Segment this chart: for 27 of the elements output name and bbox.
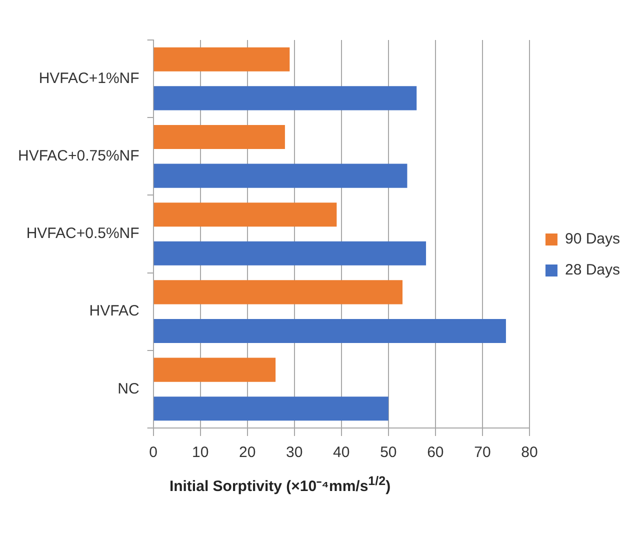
- y-tick-label: HVFAC+0.5%NF: [26, 225, 140, 242]
- x-tick-label: 20: [238, 444, 256, 462]
- x-tick-label: 80: [521, 444, 538, 462]
- x-tick-label: 50: [380, 444, 397, 462]
- x-axis-title: Initial Sorptivity (×10⁻⁴mm/s$^{1/2}$): [168, 474, 392, 495]
- bar: [154, 396, 388, 421]
- y-tick-label: NC: [118, 380, 140, 398]
- bar: [154, 164, 408, 188]
- legend-label: 28 Days: [564, 262, 620, 279]
- y-tick-label: HVFAC: [89, 302, 140, 320]
- legend-label: 90 Days: [564, 230, 620, 248]
- y-tick-label: HVFAC+1%NF: [38, 70, 140, 87]
- x-tick-label: 0: [149, 444, 158, 462]
- bar: [154, 86, 417, 110]
- bar: [154, 202, 337, 227]
- x-tick-label: 10: [192, 444, 209, 462]
- bar: [154, 47, 290, 72]
- bar: [154, 124, 285, 150]
- bar: [154, 358, 276, 382]
- y-tick-label: HVFAC+0.75%NF: [18, 148, 140, 165]
- bar: [154, 280, 403, 304]
- bar: [154, 241, 426, 266]
- x-tick-label: 60: [427, 444, 444, 462]
- x-tick-label: 30: [286, 444, 303, 462]
- bar: [154, 318, 506, 344]
- x-tick-label: 70: [474, 444, 491, 462]
- x-tick-label: 40: [333, 444, 350, 462]
